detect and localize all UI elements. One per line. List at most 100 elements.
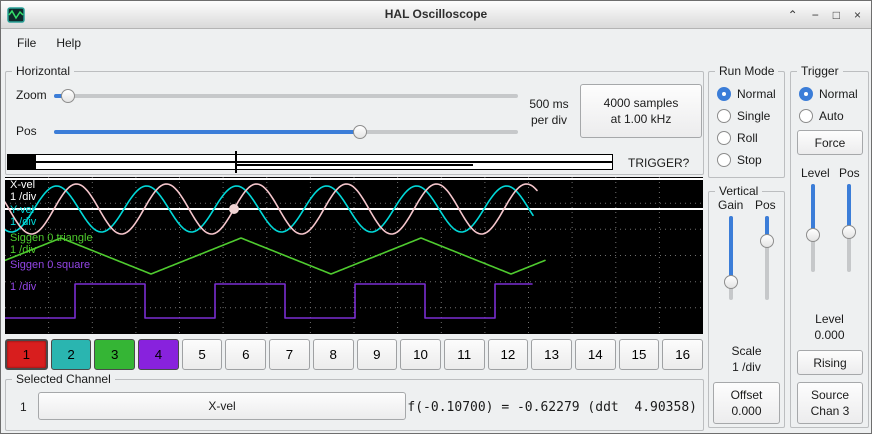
channel-label-yvel: Y-vel	[10, 204, 35, 216]
channel-button-6[interactable]: 6	[225, 339, 267, 370]
maximize-icon[interactable]: □	[832, 7, 840, 22]
vertical-pos-slider-track[interactable]	[765, 216, 769, 300]
function-readout: f(-0.10700) = -0.62279 (ddt 4.90358)	[407, 400, 697, 415]
radio-label: Normal	[819, 87, 858, 101]
channel-button-1[interactable]: 1	[5, 339, 48, 370]
trigger-source-button[interactable]: Source Chan 3	[797, 382, 863, 424]
trigger-pos-slider-handle[interactable]	[842, 225, 856, 240]
level-readout-value: 0.000	[814, 328, 845, 342]
channel-button-4[interactable]: 4	[138, 339, 179, 370]
vertical-pos-slider-fill	[765, 216, 769, 242]
trigger-pos-label: Pos	[839, 166, 860, 180]
trigger-pos-slider-fill	[847, 184, 851, 233]
trigger-level-slider-fill	[811, 184, 815, 236]
vertical-group: Vertical Gain Pos Scale 1 /div Offset 0.…	[708, 184, 785, 428]
runmode-option-single[interactable]: Single	[717, 108, 770, 124]
gain-label: Gain	[718, 198, 744, 212]
acquisition-overview-bar[interactable]	[7, 151, 613, 173]
zoom-slider-handle[interactable]	[60, 89, 75, 103]
selected-channel-group: Selected Channel 1 X-vel f(-0.10700) = -…	[5, 372, 704, 431]
scale-label: Scale	[731, 344, 762, 358]
selected-channel-number: 1	[20, 400, 27, 414]
samples-rate: at 1.00 kHz	[610, 112, 672, 126]
pos-slider[interactable]	[54, 124, 518, 140]
radio-icon[interactable]	[717, 109, 731, 123]
channel-scale-triangle: 1 /div	[10, 244, 37, 256]
channel-button-10[interactable]: 10	[400, 339, 441, 370]
runmode-option-stop[interactable]: Stop	[717, 152, 762, 168]
shade-icon[interactable]: ⌃	[787, 7, 798, 22]
channel-button-16[interactable]: 16	[662, 339, 703, 370]
vertical-pos-slider-handle[interactable]	[760, 234, 774, 249]
scope-canvas[interactable]	[4, 177, 703, 334]
pos-slider-handle[interactable]	[353, 125, 368, 139]
radio-label: Roll	[737, 131, 758, 145]
group-title-run-mode: Run Mode	[715, 64, 779, 78]
gain-slider-handle[interactable]	[724, 274, 738, 289]
channel-button-15[interactable]: 15	[618, 339, 660, 370]
trigger-group: Trigger Normal Auto Force Level Pos Leve…	[790, 64, 869, 428]
trigger-position-marker[interactable]	[235, 151, 237, 173]
channel-button-8[interactable]: 8	[312, 339, 354, 370]
channel-button-12[interactable]: 12	[487, 339, 529, 370]
slope-button[interactable]: Rising	[797, 350, 863, 375]
gain-slider[interactable]	[723, 216, 739, 300]
runmode-option-normal[interactable]: Normal	[717, 86, 776, 102]
trigger-level-label: Level	[801, 166, 830, 180]
channel-button-9[interactable]: 9	[356, 339, 398, 370]
radio-label: Single	[737, 109, 771, 123]
channel-button-14[interactable]: 14	[574, 339, 616, 370]
group-title-selected-channel: Selected Channel	[12, 372, 115, 386]
app-icon	[7, 7, 25, 23]
radio-icon[interactable]	[799, 87, 813, 101]
radio-icon[interactable]	[717, 153, 731, 167]
runmode-option-roll[interactable]: Roll	[717, 130, 758, 146]
minimize-icon[interactable]: −	[811, 7, 819, 22]
channel-label-square: Siggen 0.square	[10, 259, 91, 271]
vertical-pos-slider[interactable]	[759, 216, 775, 300]
menu-help[interactable]: Help	[56, 35, 82, 50]
run-mode-group: Run Mode Normal Single Roll Stop	[708, 64, 785, 178]
channel-button-7[interactable]: 7	[269, 339, 310, 370]
trigger-option-normal[interactable]: Normal	[799, 86, 858, 102]
trigger-option-auto[interactable]: Auto	[799, 108, 844, 124]
trigger-level-slider[interactable]	[805, 184, 821, 272]
radio-icon[interactable]	[717, 87, 731, 101]
zoom-slider-track[interactable]	[54, 94, 518, 98]
trigger-pos-slider[interactable]	[841, 184, 857, 272]
channel-button-13[interactable]: 13	[531, 339, 572, 370]
horizontal-group: Horizontal Zoom 500 ms per div 4000 samp…	[5, 64, 704, 175]
trigger-level-slider-handle[interactable]	[806, 228, 820, 243]
channel-button-3[interactable]: 3	[94, 339, 136, 370]
close-icon[interactable]: ×	[853, 7, 861, 22]
radio-icon[interactable]	[799, 109, 813, 123]
samples-count: 4000 samples	[603, 96, 679, 110]
channel-label-xvel: X-vel	[10, 179, 36, 191]
zoom-label: Zoom	[16, 88, 47, 102]
offset-label: Offset	[730, 388, 763, 402]
level-readout-label: Level	[815, 312, 844, 326]
pos-label: Pos	[16, 124, 37, 138]
gain-slider-fill	[729, 216, 733, 282]
offset-button[interactable]: Offset 0.000	[713, 382, 780, 424]
channel-button-2[interactable]: 2	[50, 339, 92, 370]
view-window-segment	[235, 164, 473, 166]
channel-button-5[interactable]: 5	[181, 339, 223, 370]
title-bar: HAL Oscilloscope ⌃ − □ ×	[1, 1, 871, 29]
channel-button-11[interactable]: 11	[443, 339, 485, 370]
menu-file[interactable]: File	[17, 35, 37, 50]
record-baseline	[8, 161, 612, 163]
radio-label: Stop	[737, 153, 762, 167]
samples-button[interactable]: 4000 samples at 1.00 kHz	[580, 84, 702, 138]
zoom-slider[interactable]	[54, 88, 518, 104]
channel-label-triangle: Siggen 0.triangle	[10, 232, 93, 244]
force-label: Force	[814, 135, 846, 150]
rate-per-div: 500 ms	[529, 97, 569, 111]
channel-scale-xvel: 1 /div	[10, 191, 37, 203]
radio-icon[interactable]	[717, 131, 731, 145]
selected-channel-name-button[interactable]: X-vel	[38, 392, 406, 420]
channel-button-row: 1 2 3 4 5 6 7 8 9 10 11 12 13 14 15 16	[5, 339, 703, 370]
force-button[interactable]: Force	[797, 130, 863, 155]
scope-display[interactable]: X-vel 1 /div Y-vel 1 /div Siggen 0.trian…	[4, 177, 703, 334]
